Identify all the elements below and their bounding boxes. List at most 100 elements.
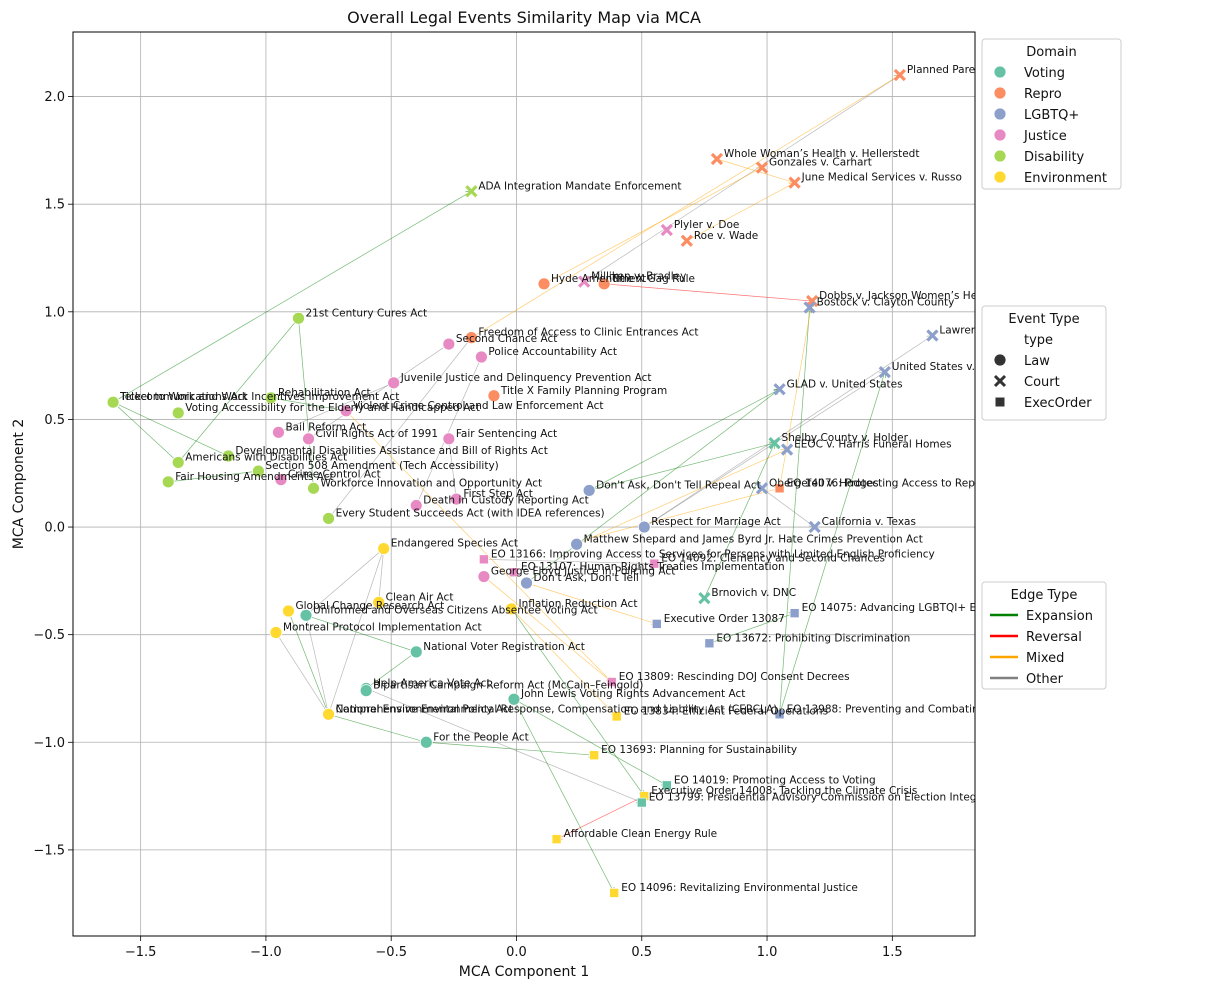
legend-box bbox=[981, 581, 1107, 690]
point-label: Lawrence v. Texas bbox=[939, 324, 1034, 336]
legend-entry-label: LGBTQ+ bbox=[1024, 108, 1079, 123]
point-label: Bipartisan Campaign Reform Act (McCain–F… bbox=[373, 680, 643, 692]
exec-order-marker bbox=[774, 483, 785, 494]
court-x-glyph bbox=[755, 161, 769, 174]
point-label: Rehabilitation Act bbox=[278, 387, 371, 399]
edge-line bbox=[779, 300, 813, 489]
court-marker bbox=[465, 185, 478, 198]
exec-order-marker bbox=[636, 797, 647, 808]
edge-line bbox=[644, 335, 933, 528]
point-label: Endangered Species Act bbox=[391, 538, 518, 550]
point-label: Juvenile Justice and Delinquency Prevent… bbox=[400, 372, 652, 384]
point-label: Brnovich v. DNC bbox=[711, 587, 796, 599]
court-x-glyph bbox=[698, 591, 711, 605]
y-tick-label: −1.0 bbox=[33, 736, 65, 751]
edge-line bbox=[415, 356, 482, 506]
point-label: Freedom of Access to Clinic Entrances Ac… bbox=[478, 327, 698, 339]
law-marker bbox=[274, 473, 288, 487]
edge-line bbox=[471, 74, 901, 338]
law-marker bbox=[221, 449, 235, 463]
edge-line bbox=[526, 582, 657, 625]
point-label: Telecommunications Act bbox=[119, 391, 247, 403]
court-x-glyph bbox=[660, 223, 673, 237]
law-marker bbox=[302, 432, 315, 446]
point-label: Death in Custody Reporting Act bbox=[423, 495, 588, 507]
legend-entry-label: Court bbox=[1024, 375, 1060, 390]
point-label: Workforce Innovation and Opportunity Act bbox=[321, 477, 543, 489]
legend-square-marker bbox=[995, 397, 1005, 407]
court-marker bbox=[698, 591, 711, 605]
x-tick-label: 1.0 bbox=[757, 945, 778, 960]
point-label: Help America Vote Act bbox=[373, 677, 491, 689]
edge-line bbox=[556, 795, 645, 840]
law-marker bbox=[171, 406, 185, 420]
law-marker bbox=[106, 395, 120, 409]
court-marker bbox=[893, 68, 906, 82]
point-label: Title X Gag Rule bbox=[610, 273, 695, 285]
law-marker bbox=[322, 707, 335, 721]
court-marker bbox=[660, 223, 673, 237]
legend-entry-label: Mixed bbox=[1026, 651, 1064, 666]
court-x-glyph bbox=[788, 176, 801, 189]
court-x-glyph bbox=[926, 329, 939, 342]
point-label: EO 14092: Clemency and Second Chances bbox=[661, 553, 885, 565]
edge-line bbox=[511, 608, 617, 717]
edge-line bbox=[328, 713, 427, 743]
law-marker bbox=[272, 425, 285, 439]
edge-layer bbox=[112, 74, 934, 894]
point-label-layer: Planned Parenthood v. Casey Whole Woman’s… bbox=[119, 64, 1034, 894]
exec-order-marker bbox=[609, 888, 620, 898]
edge-line bbox=[716, 158, 795, 184]
court-x-glyph bbox=[755, 482, 769, 495]
edge-line bbox=[588, 388, 780, 491]
law-marker bbox=[487, 389, 501, 403]
law-marker bbox=[442, 337, 456, 351]
legend-circle-marker bbox=[993, 353, 1007, 367]
point-label: Affordable Clean Energy Rule bbox=[564, 828, 718, 840]
legend-entry-label: Voting bbox=[1024, 66, 1065, 81]
court-marker bbox=[710, 152, 724, 166]
edge-line bbox=[112, 401, 229, 457]
x-tick-label: 1.5 bbox=[882, 945, 903, 960]
law-marker bbox=[507, 692, 521, 706]
legend-entry-label: Other bbox=[1026, 672, 1064, 687]
edge-line bbox=[779, 307, 810, 715]
edge-line bbox=[591, 487, 780, 539]
edge-line bbox=[305, 614, 417, 653]
law-marker bbox=[292, 311, 305, 325]
point-label: Don't Ask, Don't Tell bbox=[534, 572, 639, 584]
edge-line bbox=[366, 688, 642, 803]
edge-line bbox=[328, 548, 385, 715]
edge-line bbox=[511, 608, 645, 797]
point-label: Ticket to Work and Work Incentives Impro… bbox=[119, 391, 399, 403]
law-marker bbox=[252, 464, 265, 478]
point-label: George Floyd Justice in Policing Act bbox=[491, 566, 675, 578]
point-label: Civil Rights Act of 1991 bbox=[316, 428, 439, 440]
legend-circle-marker bbox=[993, 86, 1007, 100]
y-tick-label: 1.0 bbox=[44, 305, 65, 320]
point-label: EO 13693: Planning for Sustainability bbox=[601, 744, 797, 756]
edge-line bbox=[177, 318, 299, 463]
edge-line bbox=[365, 651, 417, 689]
law-marker bbox=[409, 499, 423, 512]
court-x-glyph bbox=[808, 520, 821, 534]
edge-line bbox=[483, 558, 655, 564]
edge-line bbox=[686, 182, 795, 242]
legend-title: Event Type bbox=[1008, 312, 1079, 327]
x-axis-title: MCA Component 1 bbox=[459, 964, 590, 980]
court-marker bbox=[680, 234, 693, 247]
legend-circle-marker bbox=[993, 149, 1007, 163]
legend-entry-label: Justice bbox=[1023, 129, 1067, 144]
point-label: Montreal Protocol Implementation Act bbox=[283, 622, 482, 634]
court-x-glyph bbox=[773, 383, 786, 396]
law-marker bbox=[359, 684, 373, 698]
point-label: Inflation Reduction Act bbox=[518, 598, 637, 610]
point-label: Uniformed and Overseas Citizens Absentee… bbox=[313, 604, 598, 616]
point-label: GLAD v. United States bbox=[787, 378, 903, 390]
exec-order-marker bbox=[509, 567, 519, 578]
law-marker bbox=[442, 432, 456, 446]
court-x-glyph bbox=[578, 275, 591, 288]
y-tick-label: 0.5 bbox=[44, 413, 65, 428]
exec-order-marker bbox=[589, 750, 599, 761]
court-x-glyph bbox=[680, 234, 693, 247]
